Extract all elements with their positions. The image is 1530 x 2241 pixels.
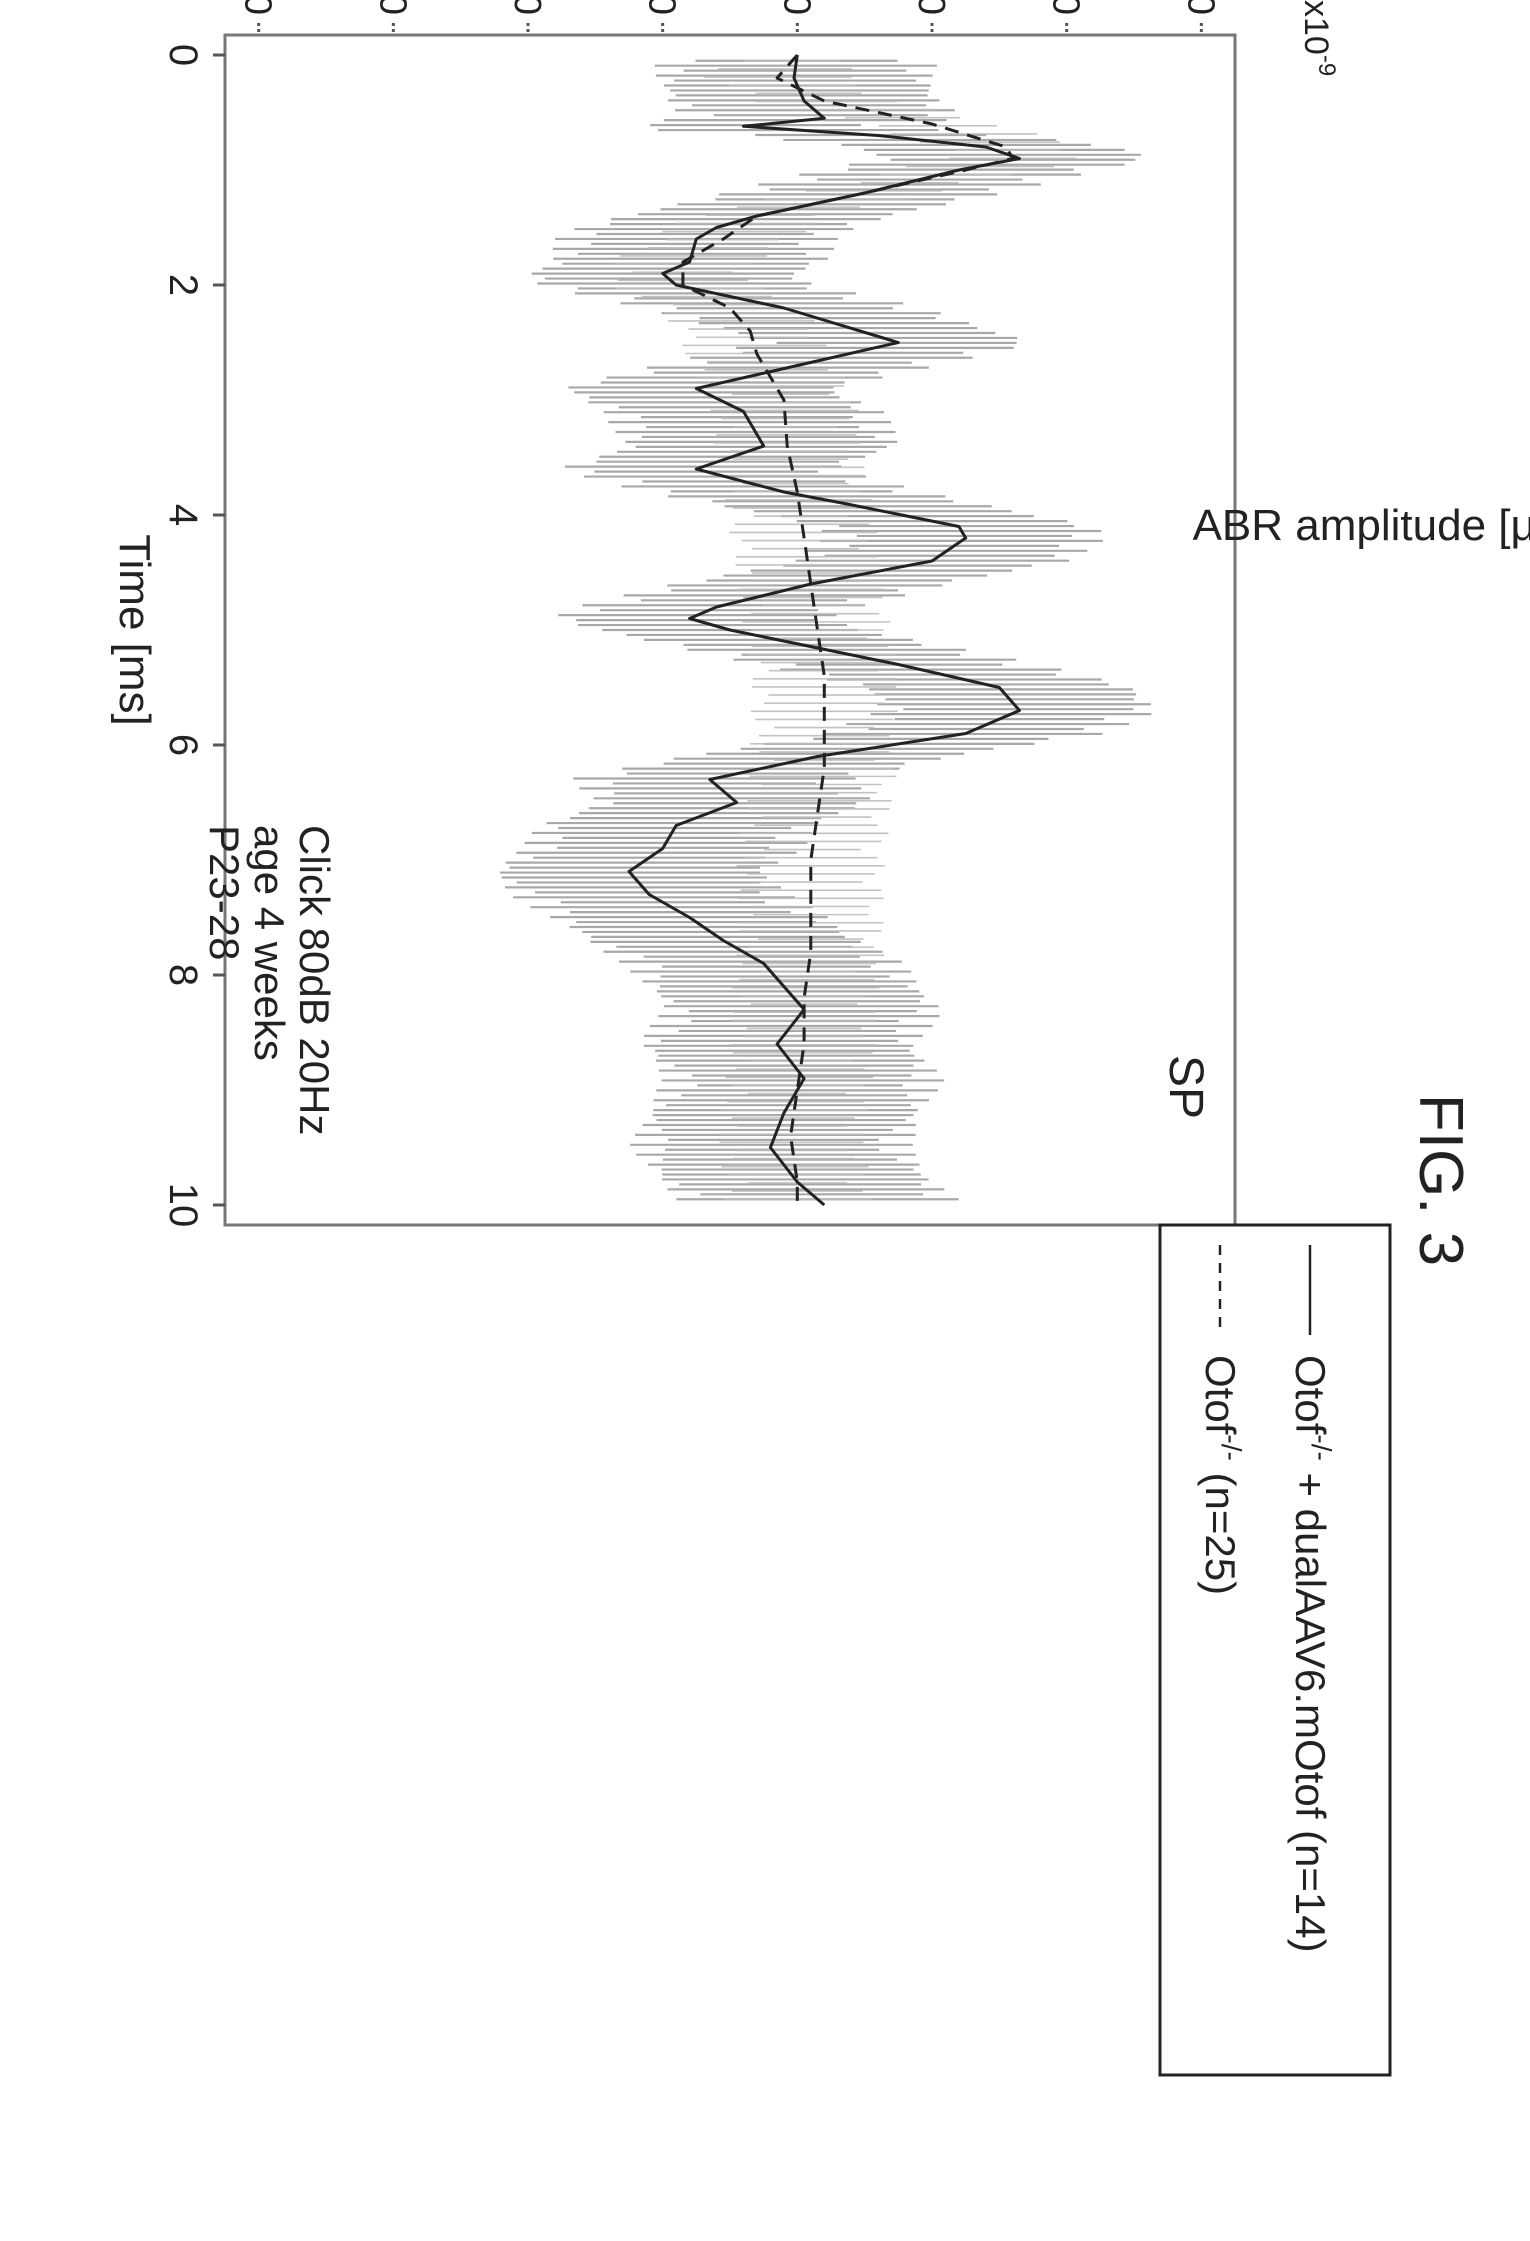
- y-tick-label: 400: [1045, 0, 1087, 15]
- plot-frame: [223, 33, 1237, 1227]
- x-tick-label: 6: [161, 734, 205, 756]
- y-tick-label: 200: [910, 0, 952, 15]
- y-tick-label: -600: [371, 0, 413, 15]
- series-layer: [627, 54, 1021, 1207]
- panel-label: SP: [1159, 1055, 1212, 1119]
- figure-caption: FIG. 3: [1406, 1094, 1475, 1266]
- y-multiplier-label: x10-9: [1297, 0, 1340, 76]
- legend-box: [1158, 1223, 1392, 2077]
- y-tick-label: 0: [775, 0, 817, 15]
- chart-plot: 0 2 4 6 8 10 600 400 200 0 -200 -400 -600 -800 x10-9…: [110, 0, 1530, 2077]
- variability-bands: [499, 59, 1152, 1201]
- x-tick-label: 4: [161, 504, 205, 526]
- legend-label-treated: Otof-/- + dualAAV6.mOtof (n=14): [1287, 1355, 1337, 1953]
- series-line-control: [681, 54, 1015, 1205]
- legend-label-control: Otof-/- (n=25): [1197, 1355, 1247, 1595]
- y-tick-label: 600: [1179, 0, 1221, 15]
- x-axis-label: Time [ms]: [110, 534, 159, 725]
- legend: Otof-/- + dualAAV6.mOtof (n=14) Otof-/- …: [1158, 1223, 1392, 2077]
- x-tick-label: 0: [161, 44, 205, 66]
- y-tick-label: -400: [506, 0, 548, 15]
- x-tick-label: 2: [161, 274, 205, 296]
- condition-annotation: Click 80dB 20Hz age 4 weeks P23-28: [201, 825, 338, 1135]
- y-tick-label: -200: [641, 0, 683, 15]
- annotation-line-3: P23-28: [201, 825, 248, 960]
- annotation-line-1: Click 80dB 20Hz: [291, 825, 338, 1135]
- y-axis-label: ABR amplitude [μV]: [1193, 501, 1530, 550]
- annotation-line-2: age 4 weeks: [246, 825, 293, 1061]
- x-tick-label: 8: [161, 964, 205, 986]
- y-tick-label: -800: [237, 0, 279, 15]
- x-axis: 0 2 4 6 8 10: [161, 44, 225, 1227]
- x-tick-label: 10: [161, 1183, 205, 1228]
- y-axis: 600 400 200 0 -200 -400 -600 -800: [237, 0, 1221, 35]
